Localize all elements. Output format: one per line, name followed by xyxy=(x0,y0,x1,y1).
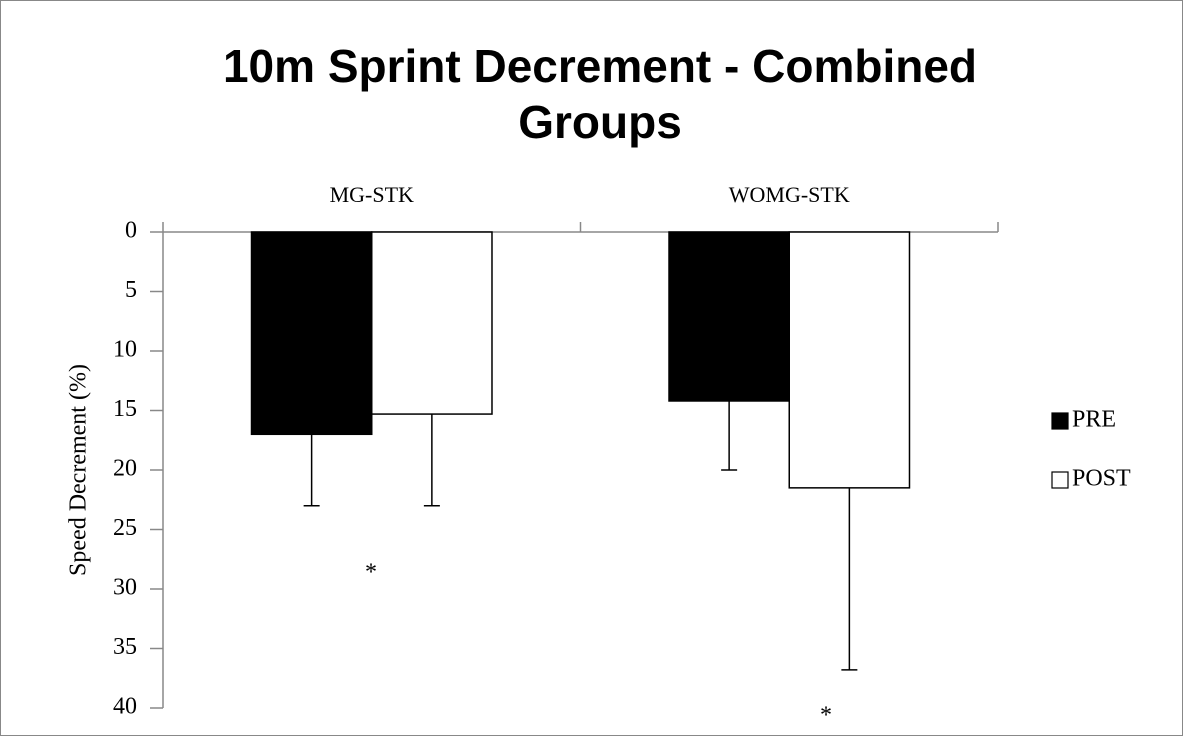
y-axis-label: Speed Decrement (%) xyxy=(66,364,92,576)
y-tick-label: 35 xyxy=(113,634,137,660)
annotation: * xyxy=(820,703,832,729)
bar xyxy=(668,231,791,402)
bar xyxy=(371,231,493,415)
y-tick-label: 30 xyxy=(113,575,137,601)
chart-title: 10m Sprint Decrement - Combined Groups xyxy=(222,40,978,148)
x-tick-label: WOMG-STK xyxy=(729,182,850,207)
annotation: * xyxy=(365,560,377,586)
y-tick-label: 25 xyxy=(113,515,137,541)
bar xyxy=(788,231,911,489)
y-tick-label: 10 xyxy=(113,337,137,363)
y-tick-label: 15 xyxy=(113,396,137,422)
y-tick-label: 0 xyxy=(125,218,137,244)
y-tick-label: 20 xyxy=(113,456,137,482)
y-tick-label: 40 xyxy=(113,694,137,720)
legend-label: PRE xyxy=(1072,407,1116,433)
y-tick-label: 5 xyxy=(125,277,137,303)
x-tick-label: MG-STK xyxy=(330,182,414,207)
legend-swatch xyxy=(1051,412,1069,430)
bar xyxy=(250,231,373,436)
legend-swatch xyxy=(1051,471,1069,489)
legend-label: POST xyxy=(1072,466,1131,492)
